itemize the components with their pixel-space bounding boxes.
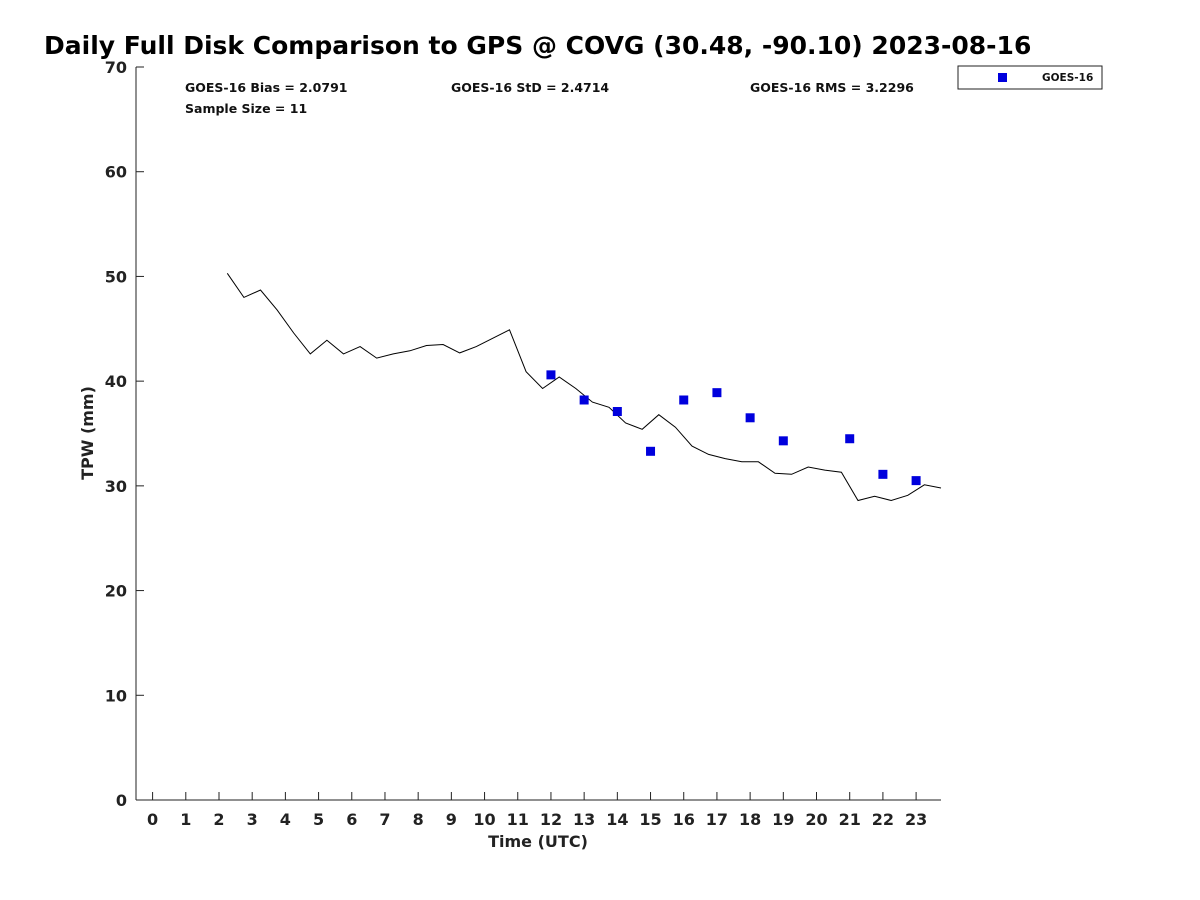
x-tick-label: 21 [839, 810, 861, 829]
x-tick-label: 11 [507, 810, 529, 829]
y-tick-label: 40 [105, 372, 127, 391]
data-point-goes16 [579, 395, 589, 405]
legend-label-goes16: GOES-16 [1042, 72, 1093, 84]
data-point-goes16 [546, 370, 556, 380]
y-tick-label: 0 [116, 791, 127, 810]
x-tick-label: 22 [872, 810, 894, 829]
x-tick-label: 8 [413, 810, 424, 829]
y-tick-label: 50 [105, 267, 127, 286]
x-tick-label: 18 [739, 810, 761, 829]
y-tick-label: 60 [105, 163, 127, 182]
x-tick-label: 14 [606, 810, 628, 829]
x-tick-label: 16 [673, 810, 695, 829]
y-tick-label: 10 [105, 686, 127, 705]
data-point-goes16 [878, 469, 888, 479]
x-tick-label: 4 [280, 810, 291, 829]
plot-points-group [546, 370, 921, 486]
std-stat: GOES-16 StD = 2.4714 [451, 80, 609, 95]
x-tick-label: 15 [639, 810, 661, 829]
x-tick-label: 23 [905, 810, 927, 829]
y-tick-label: 30 [105, 477, 127, 496]
legend-marker-goes16 [998, 73, 1007, 82]
x-tick-label: 2 [213, 810, 224, 829]
y-tick-label: 70 [105, 58, 127, 77]
data-point-goes16 [745, 413, 755, 423]
chart-title: Daily Full Disk Comparison to GPS @ COVG… [44, 31, 1031, 60]
plot-line-group [226, 273, 942, 502]
y-axis-label: TPW (mm) [78, 386, 97, 480]
x-tick-label: 5 [313, 810, 324, 829]
data-point-goes16 [612, 407, 622, 417]
legend-box [957, 65, 1103, 90]
x-tick-label: 7 [379, 810, 390, 829]
x-tick-label: 6 [346, 810, 357, 829]
x-tick-label: 20 [805, 810, 827, 829]
x-tick-label: 0 [147, 810, 158, 829]
gps-tpw-line [226, 273, 942, 502]
x-tick-label: 1 [180, 810, 191, 829]
bias-stat: GOES-16 Bias = 2.0791 [185, 80, 347, 95]
sample-size-stat: Sample Size = 11 [185, 101, 307, 116]
x-tick-label: 10 [473, 810, 495, 829]
data-point-goes16 [712, 388, 722, 398]
data-point-goes16 [778, 436, 788, 446]
x-tick-label: 12 [540, 810, 562, 829]
x-tick-label: 9 [446, 810, 457, 829]
data-point-goes16 [911, 476, 921, 486]
x-tick-label: 13 [573, 810, 595, 829]
x-axis-label: Time (UTC) [488, 832, 588, 851]
x-tick-label: 17 [706, 810, 728, 829]
legend: GOES-16 [957, 65, 1103, 90]
data-point-goes16 [679, 395, 689, 405]
x-tick-label: 19 [772, 810, 794, 829]
data-point-goes16 [646, 446, 656, 456]
data-point-goes16 [845, 434, 855, 444]
x-tick-label: 3 [247, 810, 258, 829]
rms-stat: GOES-16 RMS = 3.2296 [750, 80, 914, 95]
y-tick-label: 20 [105, 582, 127, 601]
